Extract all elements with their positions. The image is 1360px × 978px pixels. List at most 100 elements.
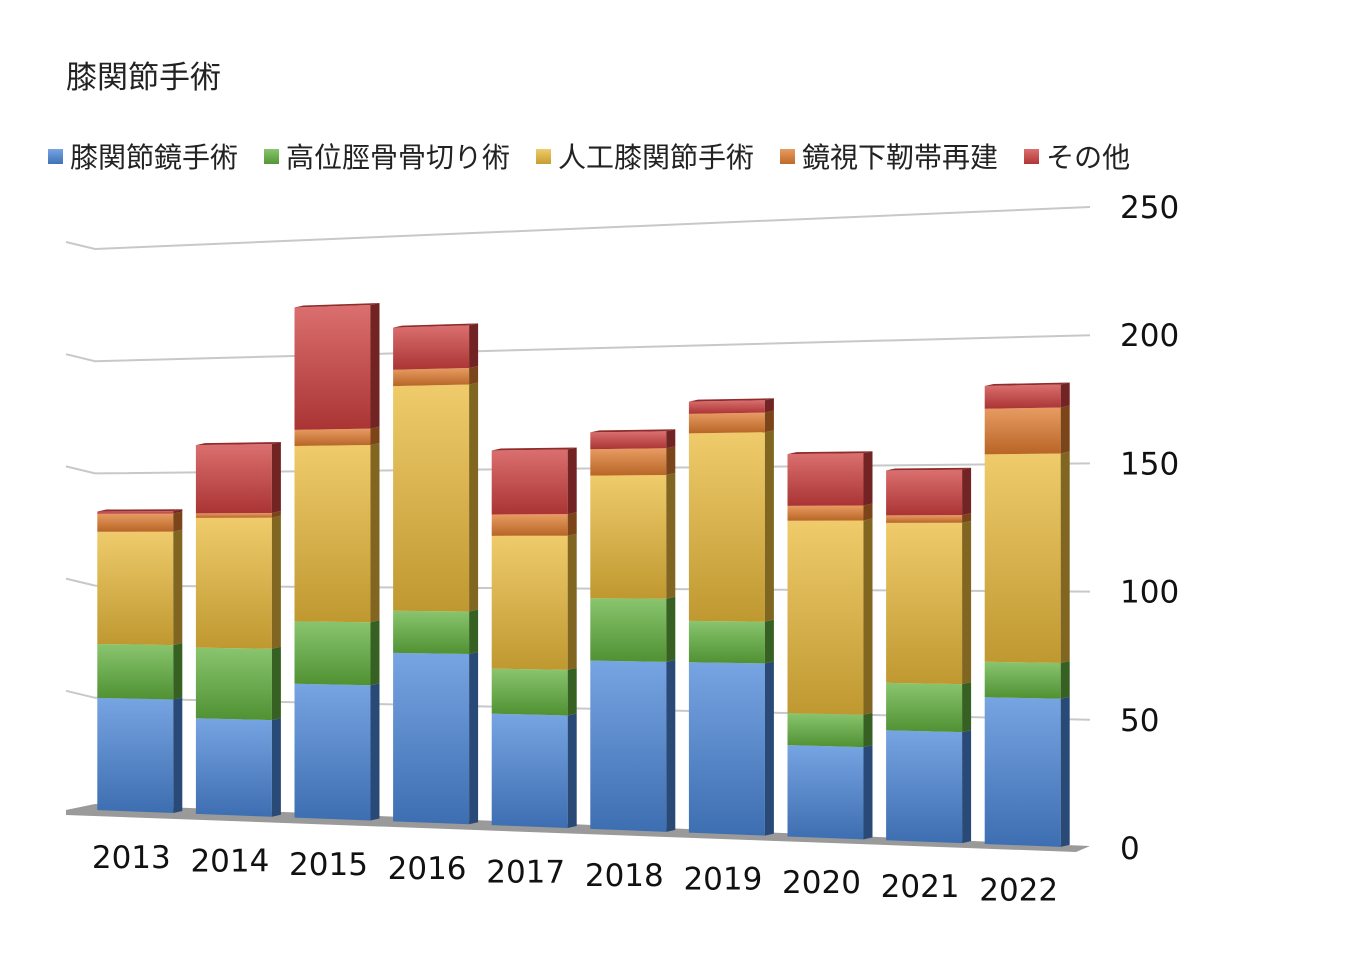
bar-segment bbox=[787, 505, 864, 521]
bar-segment-side bbox=[764, 398, 774, 413]
bar-segment bbox=[294, 428, 371, 447]
bar-segment-side bbox=[764, 661, 774, 836]
bar-segment bbox=[787, 520, 864, 715]
bar-segment bbox=[688, 620, 765, 664]
bar-segment bbox=[393, 325, 470, 370]
bar-segment bbox=[393, 652, 470, 825]
bar-segment-side bbox=[764, 410, 774, 433]
bar-segment bbox=[97, 531, 174, 646]
bar-segment bbox=[195, 513, 272, 518]
y-tick-label: 100 bbox=[1120, 575, 1179, 611]
bar-segment bbox=[590, 660, 667, 832]
bar-segment-side bbox=[666, 596, 676, 662]
axis-labels: 0 50 100 150 200 250 2013 2014 2015 2016 2017 2018 2… bbox=[92, 190, 1179, 908]
bar-segment bbox=[688, 400, 765, 414]
bar-top bbox=[590, 429, 676, 433]
bar-segment-side bbox=[1060, 382, 1070, 408]
bar-segment-side bbox=[863, 712, 873, 748]
bar-segment bbox=[393, 384, 470, 612]
bar-segment bbox=[984, 661, 1061, 699]
bar-stack bbox=[787, 451, 873, 840]
bar-segment-side bbox=[863, 745, 873, 840]
bar-segment-side bbox=[173, 529, 183, 646]
x-tick-label: 2022 bbox=[979, 872, 1058, 908]
y-tick-label: 50 bbox=[1120, 703, 1159, 739]
bar-segment bbox=[688, 662, 765, 836]
bar-segment-side bbox=[567, 667, 577, 716]
x-tick-label: 2018 bbox=[585, 858, 664, 894]
x-tick-label: 2013 bbox=[92, 840, 171, 876]
bar-segment bbox=[984, 697, 1061, 847]
bar-segment-side bbox=[370, 683, 380, 821]
bar-segment bbox=[491, 668, 568, 716]
bar-segment-side bbox=[962, 467, 972, 516]
legend-label: その他 bbox=[1046, 141, 1131, 174]
legend-label: 鏡視下靭帯再建 bbox=[802, 141, 999, 174]
bar-segment-side bbox=[863, 518, 873, 715]
bar-segment bbox=[195, 517, 272, 649]
bar-segment-side bbox=[1060, 405, 1070, 454]
bar-segment-side bbox=[370, 426, 380, 445]
legend-swatch-icon bbox=[264, 148, 280, 164]
bar-stack bbox=[886, 467, 972, 844]
bar-segment bbox=[393, 610, 470, 655]
bar-stack bbox=[984, 382, 1070, 847]
bar-top bbox=[294, 303, 380, 308]
x-tick-label: 2015 bbox=[289, 847, 368, 883]
bar-segment bbox=[787, 713, 864, 748]
bar-top bbox=[787, 451, 873, 455]
x-tick-label: 2021 bbox=[881, 869, 960, 905]
bar-segment bbox=[97, 643, 174, 700]
bar-segment-side bbox=[173, 697, 183, 813]
bar-segment-side bbox=[666, 446, 676, 475]
legend-swatch-icon bbox=[1024, 148, 1040, 164]
bars bbox=[97, 303, 1070, 847]
bar-segment bbox=[491, 514, 568, 536]
bar-segment bbox=[886, 682, 963, 733]
bar-segment bbox=[590, 448, 667, 476]
x-tick-label: 2016 bbox=[388, 851, 467, 887]
legend-swatch-icon bbox=[780, 148, 796, 164]
bar-segment bbox=[886, 522, 963, 685]
legend-swatch-icon bbox=[536, 148, 552, 164]
bar-top bbox=[393, 323, 479, 328]
bar-segment bbox=[97, 513, 174, 532]
bar-segment-side bbox=[370, 303, 380, 429]
bar-segment bbox=[195, 718, 272, 817]
bar-segment-side bbox=[271, 718, 281, 817]
bar-segment bbox=[97, 511, 174, 514]
bar-segment bbox=[590, 431, 667, 450]
bar-segment-side bbox=[1060, 660, 1070, 699]
bar-segment-side bbox=[666, 659, 676, 832]
bar-segment-side bbox=[666, 472, 676, 599]
bar-segment bbox=[886, 730, 963, 844]
x-tick-label: 2020 bbox=[782, 865, 861, 901]
bar-segment-side bbox=[764, 619, 774, 664]
legend-label: 人工膝関節手術 bbox=[558, 141, 755, 174]
legend-item: その他 bbox=[1024, 136, 1130, 176]
bar-segment bbox=[393, 367, 470, 387]
bar-segment bbox=[491, 535, 568, 670]
bar-segment-side bbox=[567, 713, 577, 829]
bar-segment-side bbox=[469, 365, 479, 385]
y-tick-label: 150 bbox=[1120, 446, 1179, 482]
bar-segment bbox=[294, 621, 371, 686]
bar-segment-side bbox=[271, 511, 281, 518]
bar-top bbox=[688, 398, 774, 402]
bar-segment-side bbox=[764, 430, 774, 622]
bar-segment-side bbox=[370, 442, 380, 623]
bar-segment-side bbox=[271, 442, 281, 514]
bar-top bbox=[984, 382, 1070, 387]
bar-segment bbox=[886, 515, 963, 523]
bar-segment-side bbox=[567, 533, 577, 670]
bar-segment bbox=[590, 474, 667, 599]
bar-segment bbox=[688, 412, 765, 434]
bar-segment bbox=[787, 745, 864, 840]
bar-segment bbox=[688, 432, 765, 622]
bar-segment-side bbox=[271, 646, 281, 721]
y-tick-label: 250 bbox=[1120, 190, 1179, 226]
legend-item: 膝関節鏡手術 bbox=[48, 136, 238, 176]
bar-segment-side bbox=[567, 512, 577, 536]
x-tick-label: 2019 bbox=[683, 862, 762, 898]
